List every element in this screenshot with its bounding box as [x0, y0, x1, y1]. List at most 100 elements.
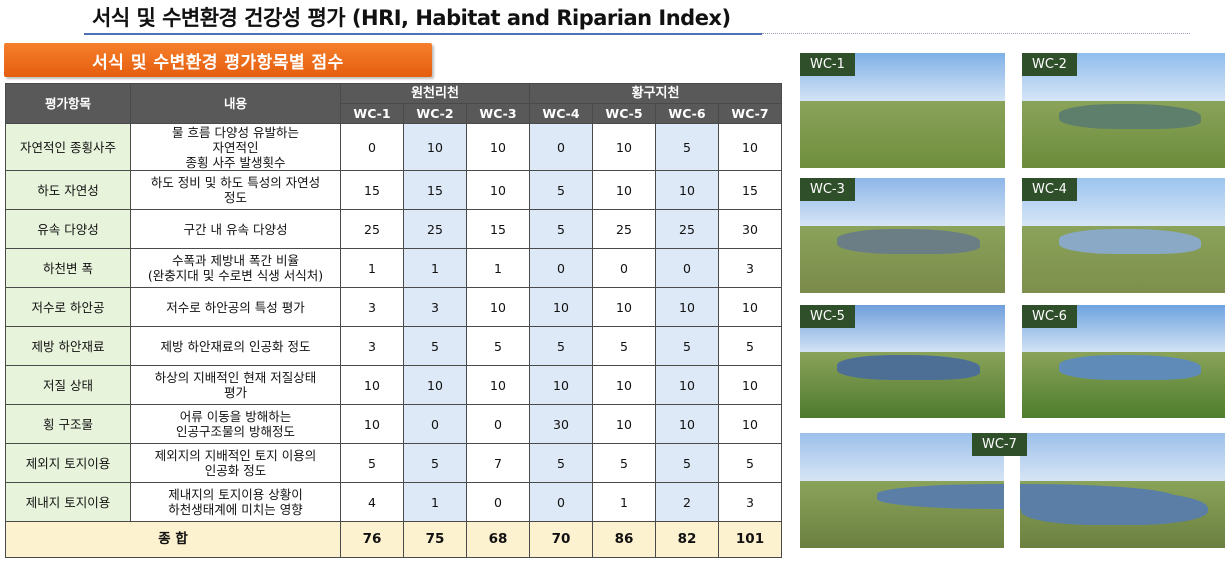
header-site: WC-1: [340, 103, 404, 124]
row-item: 제내지 토지이용: [5, 482, 131, 522]
score-cell: 3: [340, 287, 404, 327]
description-line: 하도 정비 및 하도 특성의 자연성: [150, 175, 321, 190]
score-cell: 1: [340, 248, 404, 288]
table-row: 하도 자연성 하도 정비 및 하도 특성의 자연성 정도 15 15 10 5 10 10 15: [5, 170, 782, 210]
total-cell: 70: [529, 521, 593, 558]
photo-label: WC-7: [972, 433, 1027, 456]
score-cell: 10: [466, 365, 530, 405]
site-photo: WC-7: [800, 433, 1225, 548]
score-cell: 1: [403, 248, 467, 288]
description-line: 종횡 사주 발생횟수: [185, 154, 286, 170]
description-line: 정도: [223, 190, 247, 205]
score-cell: 30: [718, 209, 782, 249]
row-description: 구간 내 유속 다양성: [130, 209, 341, 249]
score-table: 평가항목 내용 원천리천 황구지천 WC-1 WC-2 WC-3 WC-4 WC-5 WC…: [5, 83, 782, 558]
header-site: WC-5: [592, 103, 656, 124]
table-row: 제방 하안재료 제방 하안재료의 인공화 정도 3 5 5 5 5 5 5: [5, 326, 782, 366]
site-photo: WC-2: [1022, 53, 1225, 168]
score-cell: 1: [403, 482, 467, 522]
site-photo: WC-5: [800, 305, 1005, 418]
section-badge: 서식 및 수변환경 평가항목별 점수: [4, 43, 432, 77]
row-item: 하천변 폭: [5, 248, 131, 288]
table-row: 자연적인 종횡사주 물 흐름 다양성 유발하는 자연적인 종횡 사주 발생횟수 0 10 1…: [5, 123, 782, 171]
table-row: 제외지 토지이용 제외지의 지배적인 토지 이용의 인공화 정도 5 5 7 5 5 5 5: [5, 443, 782, 483]
row-description: 제내지의 토지이용 상황이 하천생태계에 미치는 영향: [130, 482, 341, 522]
score-cell: 15: [340, 170, 404, 210]
total-cell: 86: [592, 521, 656, 558]
score-cell: 10: [340, 365, 404, 405]
title-underline: [84, 33, 762, 35]
score-cell: 5: [529, 326, 593, 366]
page-title: 서식 및 수변환경 건강성 평가 (HRI, Habitat and Ripar…: [92, 6, 731, 30]
score-cell: 10: [592, 170, 656, 210]
score-cell: 10: [655, 170, 719, 210]
total-label: 종 합: [5, 521, 341, 558]
score-cell: 5: [718, 326, 782, 366]
score-cell: 10: [655, 404, 719, 444]
row-item: 제외지 토지이용: [5, 443, 131, 483]
score-cell: 10: [592, 287, 656, 327]
header-site: WC-6: [655, 103, 719, 124]
score-cell: 5: [403, 326, 467, 366]
description-line: 어류 이동을 방해하는: [179, 409, 292, 424]
score-cell: 25: [403, 209, 467, 249]
total-cell: 82: [655, 521, 719, 558]
total-cell: 101: [718, 521, 782, 558]
site-photo: WC-4: [1022, 178, 1225, 293]
row-item: 유속 다양성: [5, 209, 131, 249]
score-cell: 1: [466, 248, 530, 288]
score-cell: 10: [466, 123, 530, 171]
score-cell: 5: [466, 326, 530, 366]
title-dotted-rule: [762, 33, 1190, 34]
score-cell: 3: [403, 287, 467, 327]
score-cell: 10: [655, 365, 719, 405]
header-site: WC-4: [529, 103, 593, 124]
description-line: 제방 하안재료의 인공화 정도: [160, 338, 311, 354]
row-item: 저수로 하안공: [5, 287, 131, 327]
score-cell: 5: [655, 123, 719, 171]
row-item: 하도 자연성: [5, 170, 131, 210]
score-cell: 15: [403, 170, 467, 210]
description-line: 자연적인: [212, 139, 259, 155]
score-cell: 5: [718, 443, 782, 483]
score-cell: 15: [718, 170, 782, 210]
score-cell: 10: [718, 404, 782, 444]
score-cell: 15: [466, 209, 530, 249]
header-group-hwanggu: 황구지천: [529, 83, 782, 104]
table-row: 저수로 하안공 저수로 하안공의 특성 평가 3 3 10 10 10 10 10: [5, 287, 782, 327]
score-cell: 5: [655, 326, 719, 366]
score-cell: 0: [529, 248, 593, 288]
row-description: 저수로 하안공의 특성 평가: [130, 287, 341, 327]
score-cell: 30: [529, 404, 593, 444]
score-cell: 0: [655, 248, 719, 288]
score-cell: 10: [718, 287, 782, 327]
score-cell: 5: [529, 170, 593, 210]
description-line: 인공화 정도: [204, 463, 267, 478]
header-site: WC-2: [403, 103, 467, 124]
row-item: 횡 구조물: [5, 404, 131, 444]
score-cell: 3: [718, 248, 782, 288]
score-cell: 5: [592, 326, 656, 366]
score-cell: 10: [466, 287, 530, 327]
table-row: 하천변 폭 수폭과 제방내 폭간 비율 (완충지대 및 수로변 식생 서식처) 1 1 1…: [5, 248, 782, 288]
row-item: 자연적인 종횡사주: [5, 123, 131, 171]
score-cell: 0: [592, 248, 656, 288]
row-description: 수폭과 제방내 폭간 비율 (완충지대 및 수로변 식생 서식처): [130, 248, 341, 288]
total-cell: 76: [340, 521, 404, 558]
score-cell: 7: [466, 443, 530, 483]
description-line: 저수로 하안공의 특성 평가: [166, 299, 305, 315]
row-description: 제방 하안재료의 인공화 정도: [130, 326, 341, 366]
score-cell: 10: [529, 365, 593, 405]
score-cell: 10: [340, 404, 404, 444]
score-cell: 4: [340, 482, 404, 522]
description-line: 평가: [223, 385, 247, 400]
score-cell: 10: [592, 365, 656, 405]
row-item: 제방 하안재료: [5, 326, 131, 366]
description-line: 제내지의 토지이용 상황이: [168, 487, 303, 502]
row-description: 하상의 지배적인 현재 저질상태 평가: [130, 365, 341, 405]
header-site: WC-7: [718, 103, 782, 124]
score-cell: 10: [718, 123, 782, 171]
header-group-wonchon: 원천리천: [340, 83, 530, 104]
score-cell: 10: [466, 170, 530, 210]
description-line: 하천생태계에 미치는 영향: [168, 502, 303, 517]
